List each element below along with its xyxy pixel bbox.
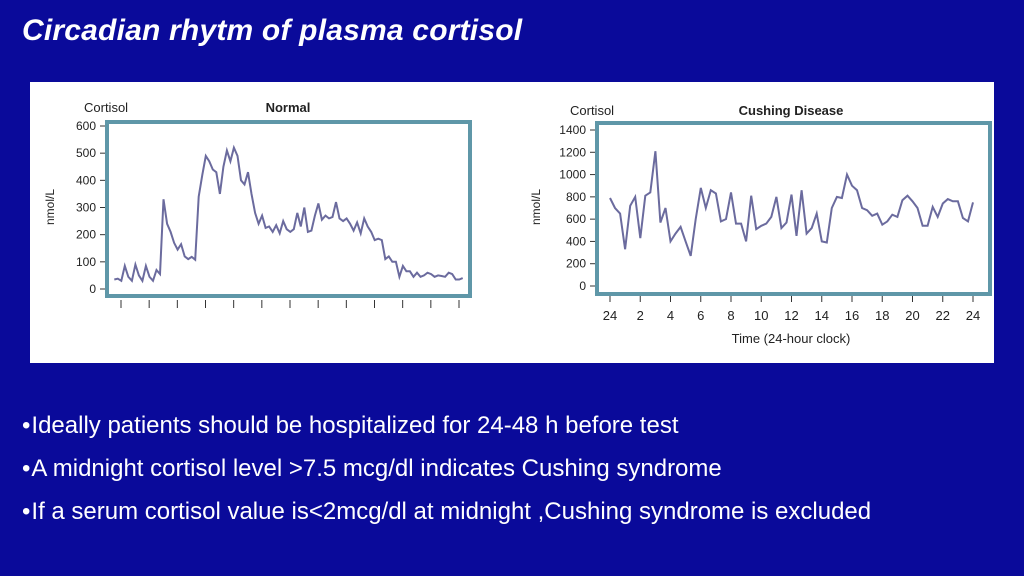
normal-series-line xyxy=(114,144,464,284)
cushing-y-tick-label: 0 xyxy=(579,279,586,293)
cushing-x-tick-label: 14 xyxy=(815,308,829,323)
bullet-marker: • xyxy=(22,455,31,482)
normal-y-axis-label: nmol/L xyxy=(43,189,57,225)
normal-y-tick-label: 100 xyxy=(76,255,96,269)
normal-y-tick-label: 200 xyxy=(76,228,96,242)
normal-y-tick-label: 0 xyxy=(89,282,96,296)
cushing-x-tick-label: 6 xyxy=(697,308,704,323)
cushing-axis-title: Cortisol xyxy=(570,103,614,118)
normal-plot-frame xyxy=(105,120,472,298)
bullet-item: •A midnight cortisol level >7.5 mcg/dl i… xyxy=(22,451,871,494)
cushing-x-tick-label: 16 xyxy=(845,308,859,323)
cushing-y-tick-label: 200 xyxy=(566,257,586,271)
cushing-chart: Cortisol Cushing Disease nmol/L 0 200 400 6… xyxy=(529,103,992,346)
cushing-series-line xyxy=(609,151,974,257)
bullet-marker: • xyxy=(22,412,31,439)
normal-axis-title: Cortisol xyxy=(84,100,128,115)
normal-chart-title: Normal xyxy=(266,100,311,115)
cushing-y-axis-label: nmol/L xyxy=(529,189,543,225)
cushing-x-axis-label: Time (24-hour clock) xyxy=(732,331,851,346)
cushing-x-tick-label: 22 xyxy=(936,308,950,323)
slide-title: Circadian rhytm of plasma cortisol xyxy=(22,14,523,47)
normal-y-ticks: 0 100 200 300 400 500 600 xyxy=(76,119,105,296)
bullet-list: •Ideally patients should be hospitalized… xyxy=(22,408,871,537)
bullet-marker: • xyxy=(22,498,31,525)
normal-y-tick-label: 500 xyxy=(76,146,96,160)
bullet-text: Ideally patients should be hospitalized … xyxy=(31,412,679,439)
normal-y-tick-label: 300 xyxy=(76,201,96,215)
bullet-item: •If a serum cortisol value is<2mcg/dl at… xyxy=(22,494,871,537)
cushing-x-tick-label: 24 xyxy=(603,308,617,323)
cushing-x-tick-label: 18 xyxy=(875,308,889,323)
bullet-text: If a serum cortisol value is<2mcg/dl at … xyxy=(31,498,872,525)
cushing-y-tick-label: 1400 xyxy=(559,123,586,137)
normal-x-ticks xyxy=(120,300,460,308)
bullet-item: •Ideally patients should be hospitalized… xyxy=(22,408,871,451)
cushing-y-tick-label: 600 xyxy=(566,212,586,226)
cushing-y-tick-label: 1200 xyxy=(559,145,586,159)
cushing-x-tick-label: 24 xyxy=(966,308,980,323)
cushing-x-tick-label: 8 xyxy=(727,308,734,323)
chart-figure-panel: Cortisol Normal nmol/L 0 100 200 300 400 500 6… xyxy=(30,82,994,363)
cushing-y-ticks: 0 200 400 600 800 1000 1200 1400 xyxy=(559,123,595,293)
cushing-y-tick-label: 1000 xyxy=(559,168,586,182)
cushing-y-tick-label: 800 xyxy=(566,190,586,204)
cushing-x-tick-label: 20 xyxy=(905,308,919,323)
cushing-x-tick-label: 4 xyxy=(667,308,674,323)
cushing-chart-title: Cushing Disease xyxy=(739,103,844,118)
normal-y-tick-label: 400 xyxy=(76,173,96,187)
cushing-x-tick-label: 12 xyxy=(784,308,798,323)
normal-chart: Cortisol Normal nmol/L 0 100 200 300 400 500 6… xyxy=(43,100,472,308)
cushing-x-ticks: 24 2 4 6 8 10 12 14 16 18 20 22 24 xyxy=(603,296,980,323)
bullet-text: A midnight cortisol level >7.5 mcg/dl in… xyxy=(31,455,722,482)
normal-y-tick-label: 600 xyxy=(76,119,96,133)
cushing-x-tick-label: 2 xyxy=(637,308,644,323)
cushing-y-tick-label: 400 xyxy=(566,234,586,248)
charts-svg: Cortisol Normal nmol/L 01002003004005006… xyxy=(43,100,992,346)
cushing-x-tick-label: 10 xyxy=(754,308,768,323)
